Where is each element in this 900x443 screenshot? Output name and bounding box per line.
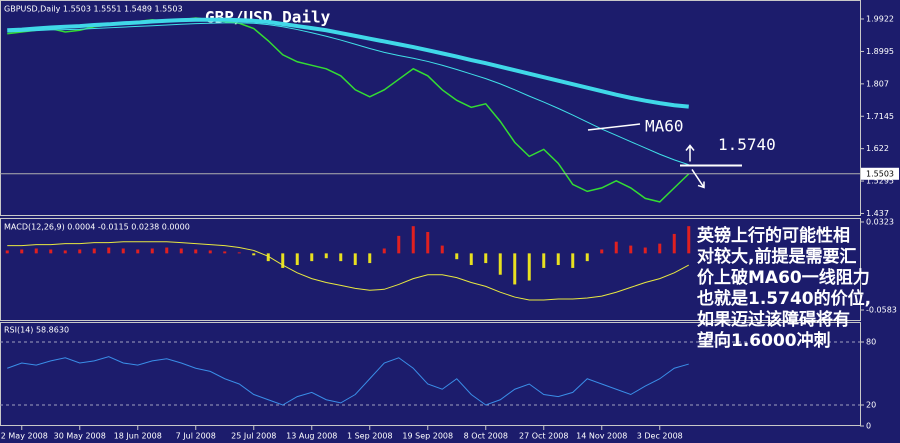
x-tick-label: 27 Oct 2008 <box>519 432 568 441</box>
histogram-bar <box>310 253 314 262</box>
y-tick-label: 1.437 <box>866 209 889 218</box>
series-line <box>7 241 689 301</box>
histogram-bar <box>165 247 169 254</box>
y-tick-label: 1.9922 <box>866 14 894 23</box>
info: GBPUSD,Daily 1.5503 1.5551 1.5489 1.5503 <box>4 5 183 14</box>
histogram-bar <box>571 253 575 268</box>
y-tick-label: 80 <box>866 338 876 347</box>
histogram-bar <box>368 253 372 264</box>
histogram-bar <box>353 253 357 266</box>
panel-border <box>0 0 861 216</box>
histogram-bar <box>600 249 604 254</box>
x-tick-label: 25 Jul 2008 <box>231 432 276 441</box>
histogram-bar <box>107 247 111 254</box>
histogram-bar <box>63 250 67 254</box>
histogram-bar <box>136 249 140 254</box>
histogram-bar <box>672 233 676 254</box>
histogram-bar <box>237 252 241 254</box>
histogram-bar <box>382 248 386 254</box>
histogram-bar <box>585 253 589 262</box>
histogram-bar <box>556 253 560 266</box>
histogram-bar <box>295 253 299 266</box>
annotation: MA60 <box>645 117 684 136</box>
histogram-bar <box>339 253 343 262</box>
histogram-bar <box>150 248 154 254</box>
y-tick-label: 1.5295 <box>866 177 894 186</box>
x-tick-label: 1 Sep 2008 <box>347 432 393 441</box>
histogram-bar <box>20 249 24 254</box>
panel-border <box>0 218 861 321</box>
histogram-bar <box>266 253 270 262</box>
y-tick-label: 20 <box>866 401 876 410</box>
histogram-bar <box>658 243 662 254</box>
histogram-bar <box>498 253 502 275</box>
histogram-bar <box>542 253 546 268</box>
histogram-bar <box>208 250 212 254</box>
histogram-bar <box>34 248 38 254</box>
histogram-bar <box>5 250 9 254</box>
histogram-bar <box>614 241 618 254</box>
y-tick-label: 1.807 <box>866 79 889 88</box>
resistance-label: 1.5740 <box>718 135 776 154</box>
histogram-bar <box>194 249 198 254</box>
x-tick-label: 3 Dec 2008 <box>637 432 683 441</box>
histogram-bar <box>49 249 53 254</box>
y-tick-label: 1.8995 <box>866 47 894 56</box>
histogram-bar <box>252 253 256 256</box>
x-tick-label: 13 Aug 2008 <box>286 432 337 441</box>
x-tick-label: 14 Nov 2008 <box>576 432 627 441</box>
y-tick-label: 0 <box>866 422 871 431</box>
x-tick-label: 18 Jun 2008 <box>114 432 162 441</box>
series-line <box>7 22 689 166</box>
series-line <box>7 356 689 406</box>
x-tick-label: 30 May 2008 <box>54 432 106 441</box>
y-tick-label: -0.0583 <box>866 305 897 314</box>
rsi-title: RSI(14) 58.8630 <box>4 326 69 335</box>
note-line: 望向1.6000冲刺 <box>697 330 831 351</box>
histogram-bar <box>527 253 531 281</box>
histogram-bar <box>121 248 125 254</box>
macd-title: MACD(12,26,9) 0.0004 -0.0115 0.0238 0.00… <box>4 223 190 232</box>
histogram-bar <box>223 251 227 254</box>
note-line: 对较大,前提是需要汇 <box>697 246 856 267</box>
last-price-box <box>861 167 899 180</box>
note-line: 也就是1.5740的价位, <box>697 288 871 309</box>
histogram-bar <box>629 245 633 254</box>
arrow <box>685 144 705 189</box>
histogram-bar <box>440 245 444 254</box>
histogram-bar <box>469 253 473 266</box>
series-line <box>7 17 689 109</box>
histogram-bar <box>687 226 691 254</box>
histogram-bar <box>484 253 488 264</box>
annotation-pointer <box>587 123 641 131</box>
histogram-bar <box>179 248 183 254</box>
x-tick-label: 8 Oct 2008 <box>464 432 508 441</box>
note-line: 如果迈过该障碍将有 <box>697 309 850 330</box>
histogram-bar <box>513 253 517 285</box>
histogram-bar <box>643 247 647 254</box>
histogram-bar <box>397 235 401 254</box>
histogram-bar <box>281 253 285 268</box>
x-tick-label: 7 Jul 2008 <box>176 432 216 441</box>
y-tick-label: 1.622 <box>866 144 889 153</box>
note-line: 英镑上行的可能性相 <box>697 225 850 246</box>
panel-border <box>0 322 861 426</box>
x-tick-label: 12 May 2008 <box>0 432 48 441</box>
last-price-label: 1.5503 <box>866 169 894 178</box>
y-tick-label: 1.7145 <box>866 112 894 121</box>
histogram-bar <box>324 253 328 259</box>
x-tick-label: 19 Sep 2008 <box>402 432 453 441</box>
note-line: 价上破MA60一线阻力 <box>697 267 870 288</box>
histogram-bar <box>426 231 430 254</box>
histogram-bar <box>455 253 459 260</box>
y-tick-label: 0.0323 <box>866 217 894 226</box>
histogram-bar <box>411 226 415 254</box>
histogram-bar <box>78 249 82 254</box>
histogram-bar <box>92 248 96 254</box>
